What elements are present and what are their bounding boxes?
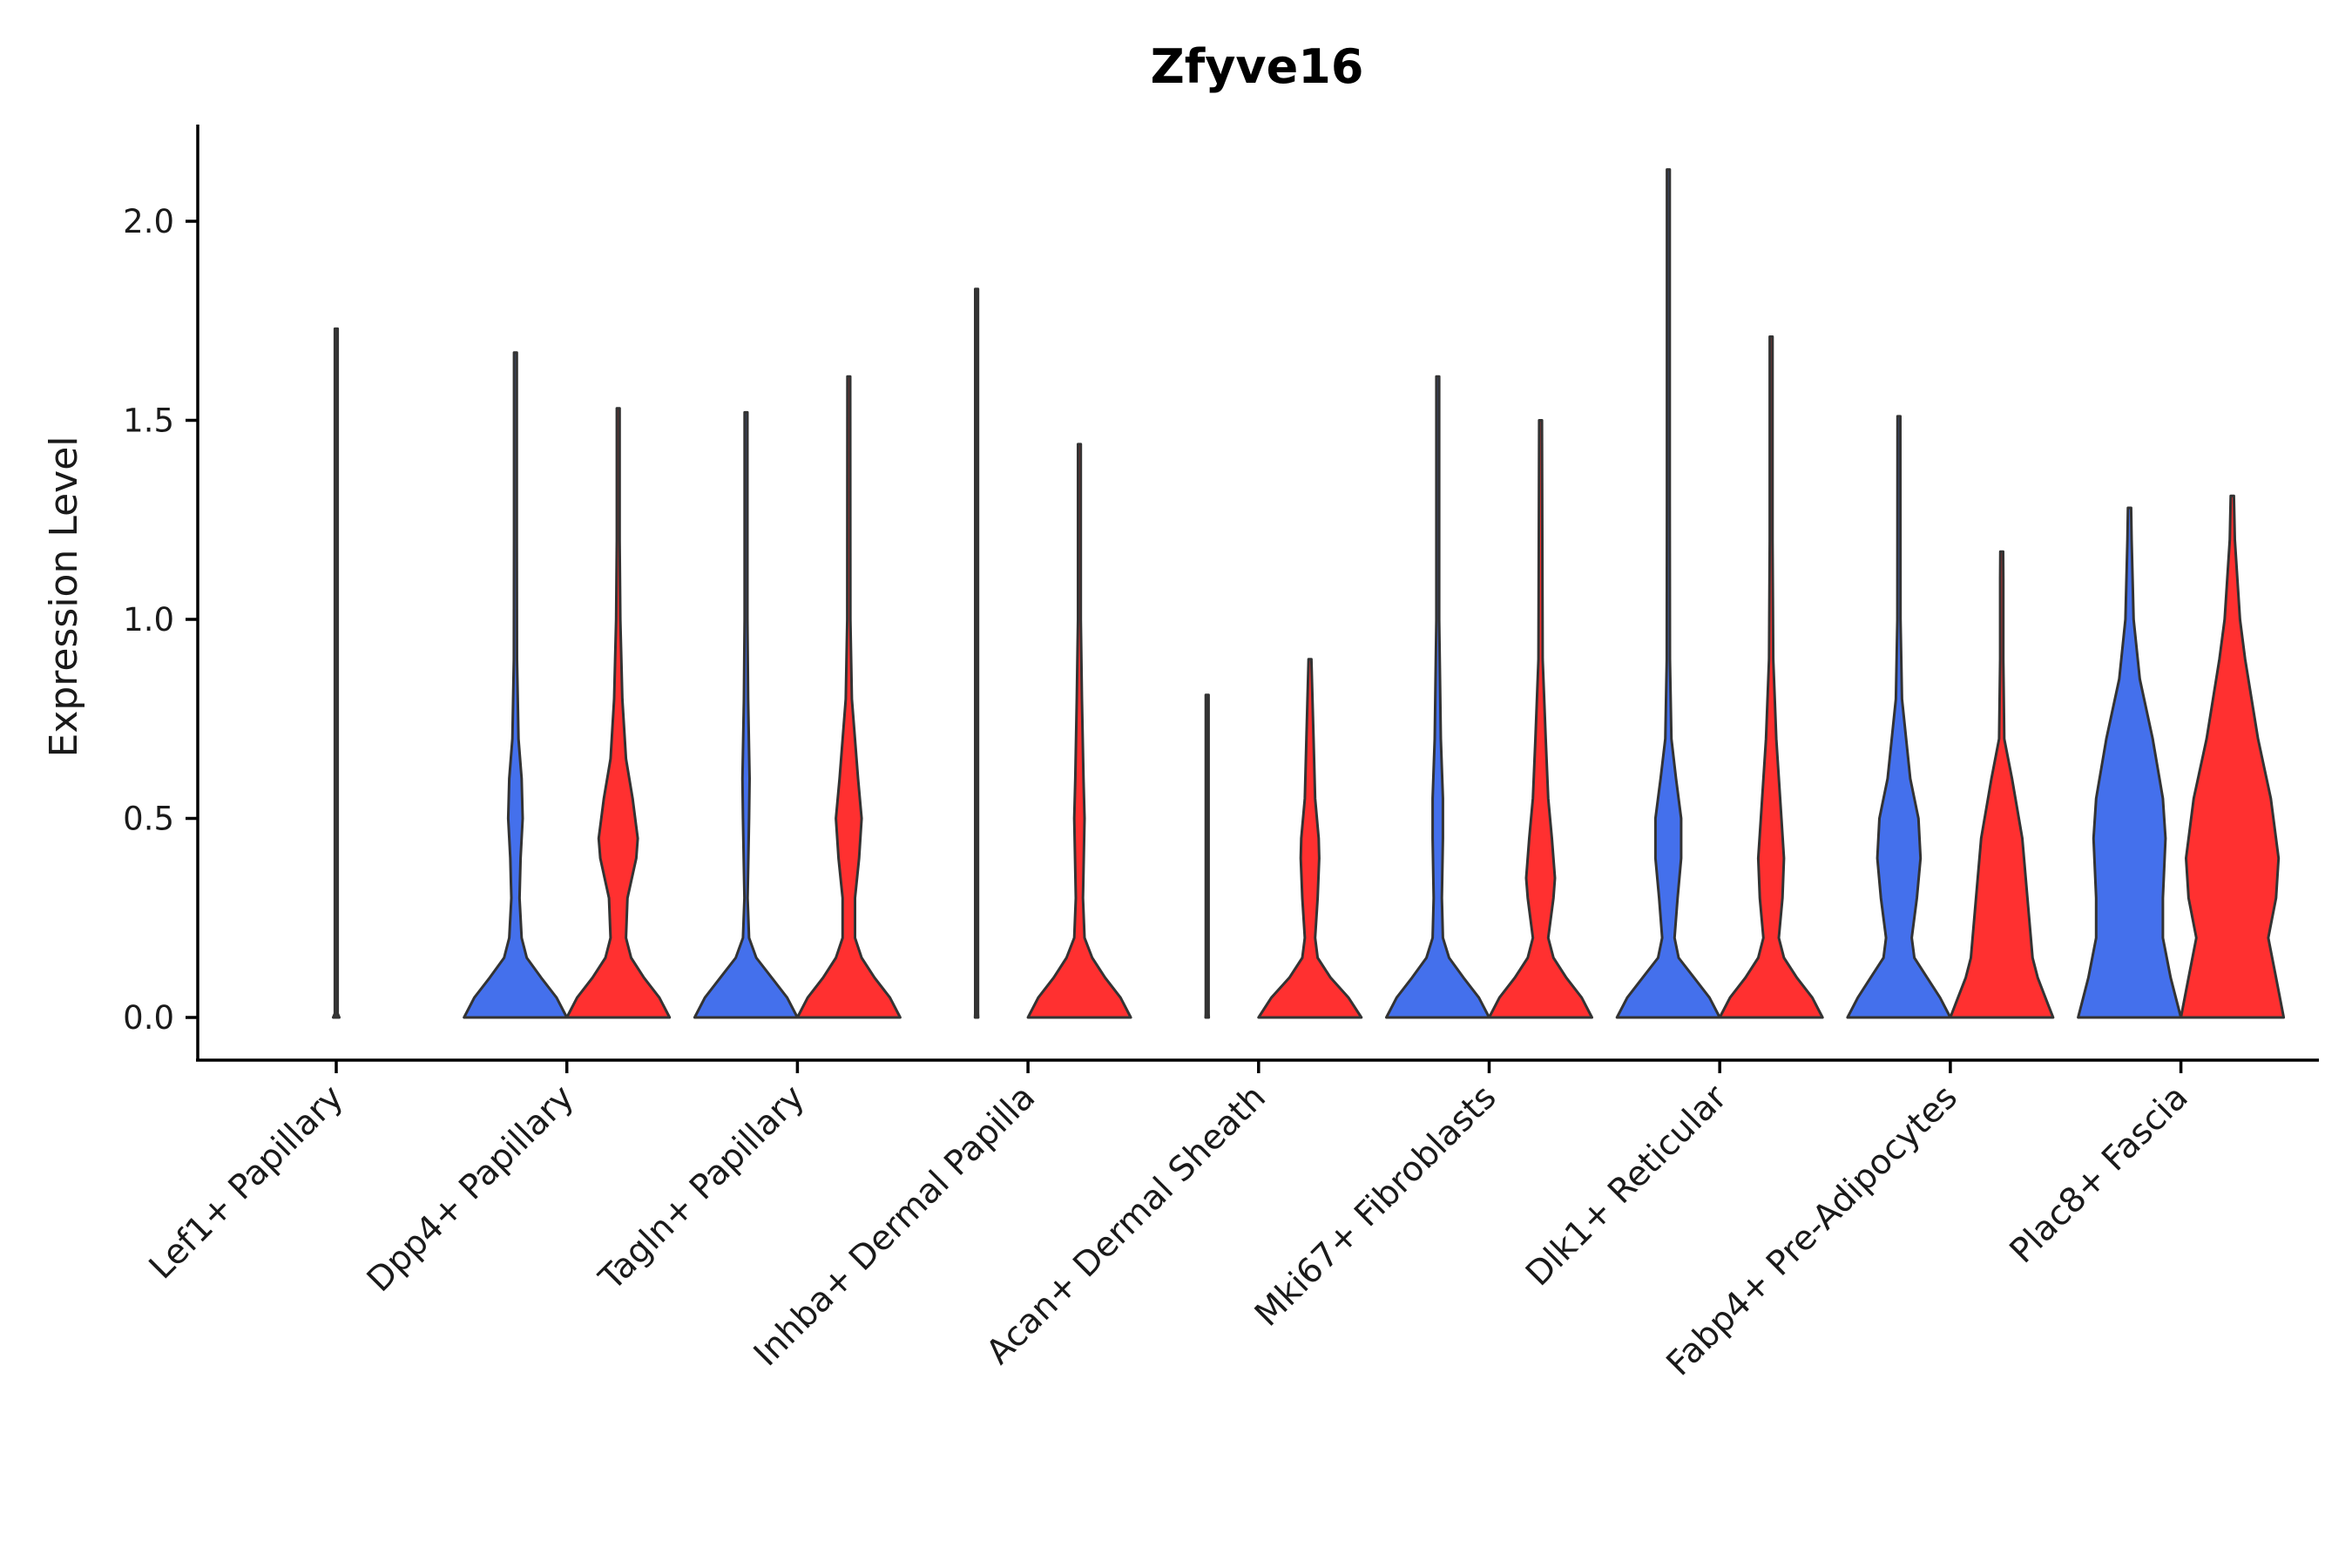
x-tick-label: Lef1+ Papillary	[142, 1078, 351, 1287]
y-ticks: 0.0 0.5 1.0 1.5 2.0	[123, 203, 198, 1037]
violin-group	[1385, 375, 1593, 1019]
x-tick-label: Dlk1+ Reticular	[1518, 1078, 1735, 1294]
violin-red-6	[1488, 419, 1593, 1019]
y-axis-label: Expression Level	[42, 436, 86, 758]
violin-red-2	[565, 407, 672, 1019]
violin-group	[2077, 494, 2286, 1019]
violin-single-1	[332, 327, 341, 1019]
violin-group	[693, 375, 902, 1019]
chart-title: Zfyve16	[1151, 39, 1364, 94]
violin-group	[1846, 415, 2055, 1019]
violin-blue-8	[1846, 415, 1952, 1019]
violin-blue-7	[1615, 168, 1721, 1019]
violin-group	[1615, 168, 1824, 1019]
violin-group	[332, 327, 341, 1019]
x-tick-label: Mki67+ Fibroblasts	[1247, 1078, 1504, 1334]
x-tick-label: Plac8+ Fascia	[2003, 1078, 2196, 1271]
y-tick-label: 0.0	[123, 999, 174, 1037]
y-tick-label: 1.0	[123, 601, 174, 639]
violin-red-5	[1257, 658, 1363, 1019]
violin-red-9	[2180, 494, 2286, 1019]
violin-group	[463, 351, 672, 1019]
violin-group	[973, 287, 1132, 1019]
violin-blue-6	[1385, 375, 1490, 1019]
x-ticks: Lef1+ Papillary Dpp4+ Papillary Tagln+ Pap…	[142, 1060, 2196, 1383]
violin-red-7	[1718, 335, 1824, 1019]
x-tick-label: Dpp4+ Papillary	[360, 1078, 582, 1300]
violin-blue-3	[693, 410, 799, 1019]
violin-blue-2	[463, 351, 569, 1019]
violins-layer	[332, 168, 2286, 1019]
y-tick-label: 0.5	[123, 801, 174, 838]
violin-red-3	[795, 375, 902, 1019]
violin-blue-5	[1204, 693, 1211, 1019]
y-tick-label: 1.5	[123, 402, 174, 440]
violin-red-8	[1949, 550, 2055, 1019]
x-tick-label: Tagln+ Papillary	[591, 1078, 813, 1299]
violin-red-4	[1026, 443, 1132, 1019]
violin-blue-9	[2077, 506, 2183, 1019]
y-tick-label: 2.0	[123, 203, 174, 240]
violin-blue-4	[973, 287, 980, 1019]
violin-group	[1204, 658, 1363, 1019]
